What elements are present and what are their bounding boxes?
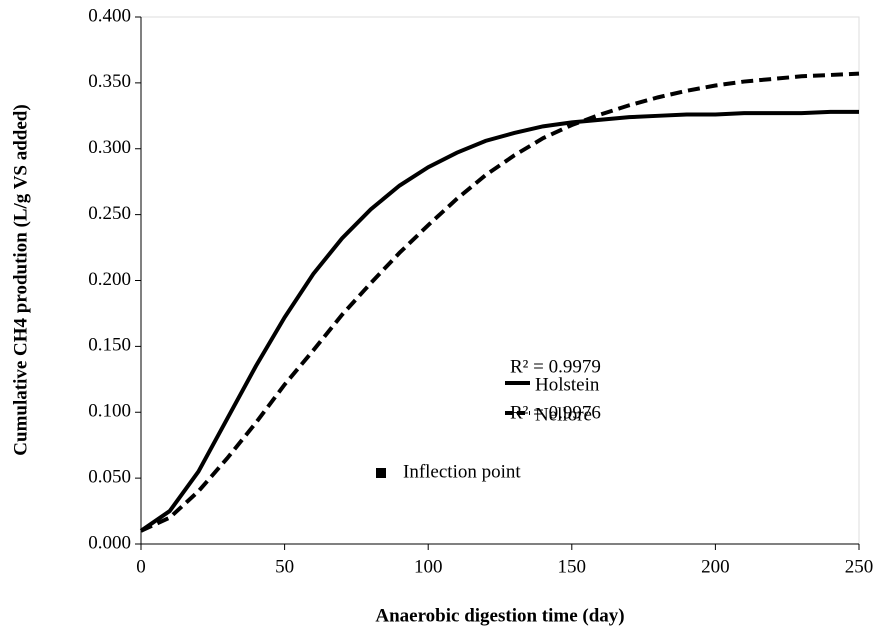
x-tick-label: 0 — [136, 556, 146, 577]
y-tick-label: 0.150 — [88, 335, 131, 356]
y-axis-title: Cumulative CH4 prodution (L/g VS added) — [10, 104, 31, 455]
legend-label: Holstein — [535, 374, 600, 395]
line-series — [139, 109, 859, 533]
x-tick-label: 100 — [414, 556, 443, 577]
y-tick-label: 0.000 — [88, 532, 131, 553]
x-tick-label: 200 — [701, 556, 730, 577]
y-tick-label: 0.400 — [88, 5, 131, 26]
line-series — [140, 71, 860, 533]
y-tick-label: 0.300 — [88, 137, 131, 158]
annotation: R² = 0.9979 — [510, 356, 601, 377]
x-tick-label: 50 — [275, 556, 294, 577]
y-tick-label: 0.100 — [88, 401, 131, 422]
annotation: R² = 0.9976 — [510, 402, 601, 423]
legend-label: Inflection point — [403, 461, 521, 482]
x-tick-label: 150 — [558, 556, 587, 577]
x-tick-label: 250 — [845, 556, 874, 577]
y-tick-label: 0.050 — [88, 466, 131, 487]
legend-marker — [376, 468, 386, 478]
x-axis-title: Anaerobic digestion time (day) — [375, 605, 624, 626]
y-tick-label: 0.350 — [88, 71, 131, 92]
legend-label: Nellore — [535, 404, 592, 425]
y-tick-label: 0.200 — [88, 269, 131, 290]
y-tick-label: 0.250 — [88, 203, 131, 224]
